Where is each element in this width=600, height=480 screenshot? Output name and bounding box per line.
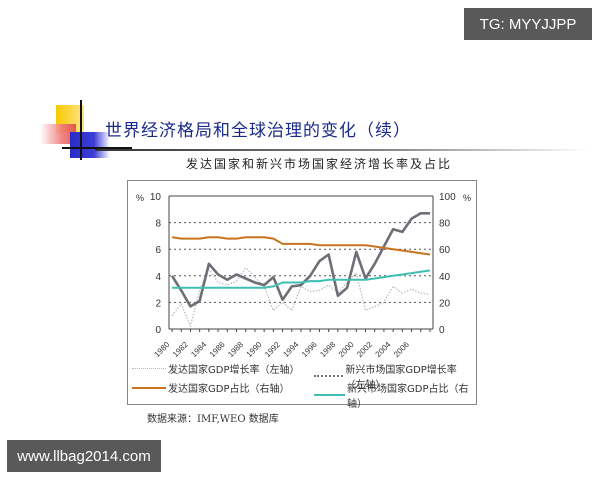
y-right-tick-label: 0: [439, 325, 445, 336]
y-left-tick-label: 4: [155, 272, 161, 283]
x-tick-label: 2004: [374, 340, 393, 359]
legend-swatch-dotted: [132, 368, 166, 369]
y-right-tick-label: 20: [439, 298, 451, 309]
x-tick-label: 1990: [245, 340, 264, 359]
title-decoration-graphic: [38, 100, 132, 165]
chart-title: 发达国家和新兴市场国家经济增长率及占比: [186, 157, 453, 171]
y-right-tick-label: 80: [439, 219, 451, 230]
x-tick-label: 1998: [318, 340, 337, 359]
legend-item-em-growth: 新兴市场国家GDP增长率（左轴）: [314, 361, 476, 391]
x-tick-label: 2006: [392, 340, 411, 359]
y-left-tick-label: 6: [155, 245, 161, 256]
series-adv-growth-line: [171, 267, 431, 327]
decoration-red-square: [40, 124, 76, 144]
decoration-vertical-line: [80, 100, 82, 160]
y-left-unit-label: %: [136, 193, 144, 203]
x-tick-label: 1994: [281, 340, 300, 359]
legend-item-adv-share: 发达国家GDP占比（右轴）: [132, 380, 289, 395]
y-right-tick-label: 100: [439, 192, 456, 203]
legend-label: 新兴市场国家GDP增长率（左轴）: [345, 365, 457, 391]
decoration-blue-square: [70, 132, 110, 158]
y-left-tick-label: 2: [155, 298, 161, 309]
watermark-site-badge: www.llbag2014.com: [7, 440, 161, 472]
watermark-tg-badge: TG: MYYJJPP: [464, 8, 592, 40]
legend-swatch-thick: [314, 375, 344, 377]
x-tick-label: 1996: [300, 340, 319, 359]
x-tick-label: 1992: [263, 340, 282, 359]
y-left-tick-label: 8: [155, 219, 161, 230]
chart-frame: 0 2 4 6 8 10 0 20 40 60 80 100%% 1980 1982 1984 1986 198…: [127, 180, 477, 410]
x-tick-label: 1986: [208, 340, 227, 359]
y-right-tick-label: 60: [439, 245, 451, 256]
legend-item-adv-growth: 发达国家GDP增长率（左轴）: [132, 361, 299, 376]
legend-item-em-share: 新兴市场国家GDP占比（右轴）: [314, 380, 476, 410]
series-adv-share-line: [171, 236, 431, 256]
y-left-tick-label: 10: [150, 192, 162, 203]
legend-label: 新兴市场国家GDP占比（右轴）: [347, 384, 469, 410]
y-right-tick-label: 40: [439, 272, 451, 283]
slide-title: 世界经济格局和全球治理的变化（续）: [105, 121, 411, 141]
x-tick-label: 2002: [355, 340, 374, 359]
series-em-growth-line: [170, 211, 430, 308]
decoration-horizontal-line: [62, 147, 132, 149]
x-tick-label: 1988: [226, 340, 245, 359]
legend-label: 发达国家GDP增长率（左轴）: [168, 365, 300, 376]
title-divider: [95, 149, 590, 151]
legend-label: 发达国家GDP占比（右轴）: [168, 384, 290, 395]
data-source-note: 数据来源：IMF,WEO 数据库: [147, 414, 279, 425]
y-right-unit-label: %: [463, 193, 471, 203]
x-tick-label: 1982: [171, 340, 190, 359]
x-tick-label: 1984: [189, 340, 208, 359]
legend-swatch-teal: [314, 394, 345, 396]
legend-swatch-orange: [132, 386, 166, 389]
series-em-share-line: [172, 269, 431, 289]
x-tick-label: 2000: [337, 340, 356, 359]
y-left-tick-label: 0: [155, 325, 161, 336]
x-tick-label: 1980: [152, 340, 171, 359]
